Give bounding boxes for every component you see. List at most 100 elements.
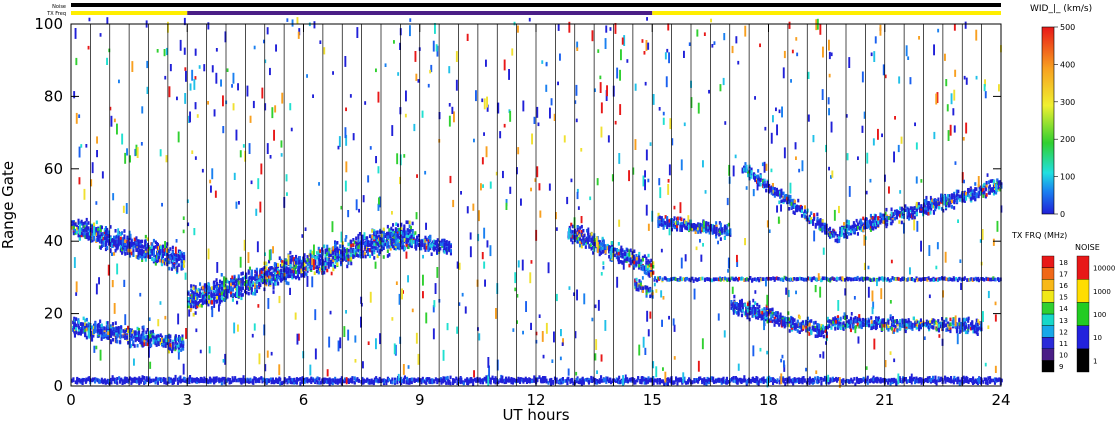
scatter-cell bbox=[366, 251, 369, 255]
scatter-cell bbox=[138, 378, 141, 383]
scatter-cell bbox=[269, 271, 272, 276]
scatter-cell bbox=[424, 241, 427, 245]
scatter-cell bbox=[250, 288, 253, 292]
scatter-cell bbox=[289, 258, 292, 263]
scatter-cell bbox=[470, 379, 473, 384]
scatter-cell bbox=[93, 323, 96, 328]
scatter-cell bbox=[136, 326, 139, 331]
scatter-cell bbox=[278, 271, 281, 275]
scatter-cell bbox=[309, 252, 312, 256]
scatter-cell bbox=[652, 379, 655, 384]
scatter-cell bbox=[78, 221, 81, 225]
scatter-cell bbox=[403, 238, 406, 242]
scatter-cell bbox=[234, 291, 237, 296]
scatter-cell bbox=[201, 301, 204, 306]
scatter-cell bbox=[293, 269, 296, 274]
scatter-cell bbox=[743, 375, 746, 379]
scatter-cell bbox=[252, 378, 255, 383]
scatter-cell bbox=[230, 288, 233, 292]
scatter-cell bbox=[341, 241, 344, 245]
scatter-cell bbox=[102, 232, 105, 236]
scatter-cell bbox=[378, 252, 381, 256]
scatter-cell bbox=[958, 382, 961, 386]
scatter-cell bbox=[629, 258, 632, 263]
scatter-cell bbox=[154, 254, 157, 259]
scatter-cell bbox=[388, 234, 391, 239]
scatter-cell bbox=[178, 336, 181, 340]
scatter-cell bbox=[507, 379, 510, 383]
scatter-cell bbox=[143, 335, 146, 340]
scatter-cell bbox=[373, 231, 376, 235]
scatter-cell bbox=[107, 336, 110, 340]
scatter-cell bbox=[621, 248, 624, 252]
scatter-cell bbox=[72, 320, 75, 325]
scatter-cell bbox=[260, 376, 263, 380]
scatter-cell bbox=[315, 251, 318, 255]
scatter-cell bbox=[425, 377, 428, 382]
scatter-cell bbox=[154, 245, 157, 249]
scatter-cell bbox=[80, 233, 83, 238]
scatter-cell bbox=[576, 377, 579, 382]
scatter-cell bbox=[448, 244, 451, 248]
scatter-cell bbox=[173, 263, 176, 268]
scatter-cell bbox=[362, 250, 365, 254]
scatter-cell bbox=[349, 379, 352, 383]
scatter-cell bbox=[323, 380, 326, 385]
scatter-cell bbox=[693, 378, 696, 382]
scatter-cell bbox=[171, 245, 174, 250]
scatter-cell bbox=[265, 278, 268, 282]
scatter-cell bbox=[237, 274, 240, 278]
scatter-cell bbox=[230, 293, 233, 298]
scatter-cell bbox=[430, 244, 433, 249]
scatter-cell bbox=[121, 243, 124, 247]
scatter-cell bbox=[576, 240, 579, 244]
scatter-cell bbox=[130, 381, 133, 385]
scatter-cell bbox=[252, 283, 255, 287]
scatter-cell bbox=[375, 239, 378, 244]
scatter-cell bbox=[154, 341, 157, 346]
scatter-cell bbox=[81, 328, 84, 332]
scatter-cell bbox=[905, 379, 908, 384]
scatter-cell bbox=[130, 336, 133, 341]
scatter-cell bbox=[388, 245, 391, 249]
scatter-cell bbox=[174, 339, 177, 343]
scatter-cell bbox=[146, 342, 149, 347]
scatter-cell bbox=[77, 225, 80, 230]
scatter-cell bbox=[183, 264, 186, 268]
scatter-cell bbox=[266, 273, 269, 278]
scatter-cell bbox=[179, 379, 182, 384]
scatter-cell bbox=[156, 377, 159, 382]
scatter-cell bbox=[206, 292, 209, 296]
scatter-cell bbox=[79, 380, 82, 384]
scatter-cell bbox=[289, 380, 292, 385]
scatter-cell bbox=[402, 377, 405, 382]
scatter-cell bbox=[594, 378, 597, 382]
scatter-cell bbox=[411, 229, 414, 234]
scatter-cell bbox=[248, 266, 251, 271]
scatter-cell bbox=[208, 295, 211, 299]
scatter-cell bbox=[590, 232, 593, 236]
scatter-cell bbox=[409, 240, 412, 245]
scatter-cell bbox=[91, 232, 94, 236]
scatter-cell bbox=[228, 378, 231, 382]
scatter-cell bbox=[94, 377, 97, 381]
scatter-cell bbox=[139, 340, 142, 345]
scatter-cell bbox=[366, 247, 369, 252]
scatter-cell bbox=[738, 377, 741, 382]
scatter-cell bbox=[111, 377, 114, 381]
scatter-layer bbox=[71, 17, 1003, 388]
scatter-cell bbox=[115, 246, 118, 251]
scatter-cell bbox=[403, 246, 406, 250]
scatter-cell bbox=[479, 380, 482, 385]
scatter-cell bbox=[104, 247, 107, 252]
scatter-cell bbox=[176, 344, 179, 349]
scatter-cell bbox=[188, 380, 191, 384]
scatter-cell bbox=[370, 378, 373, 383]
scatter-cell bbox=[647, 267, 650, 272]
scatter-cell bbox=[306, 377, 309, 381]
scatter-cell bbox=[617, 251, 620, 256]
scatter-cell bbox=[279, 381, 282, 386]
scatter-cell bbox=[146, 328, 149, 332]
scatter-cell bbox=[291, 270, 294, 274]
scatter-cell bbox=[141, 256, 144, 260]
